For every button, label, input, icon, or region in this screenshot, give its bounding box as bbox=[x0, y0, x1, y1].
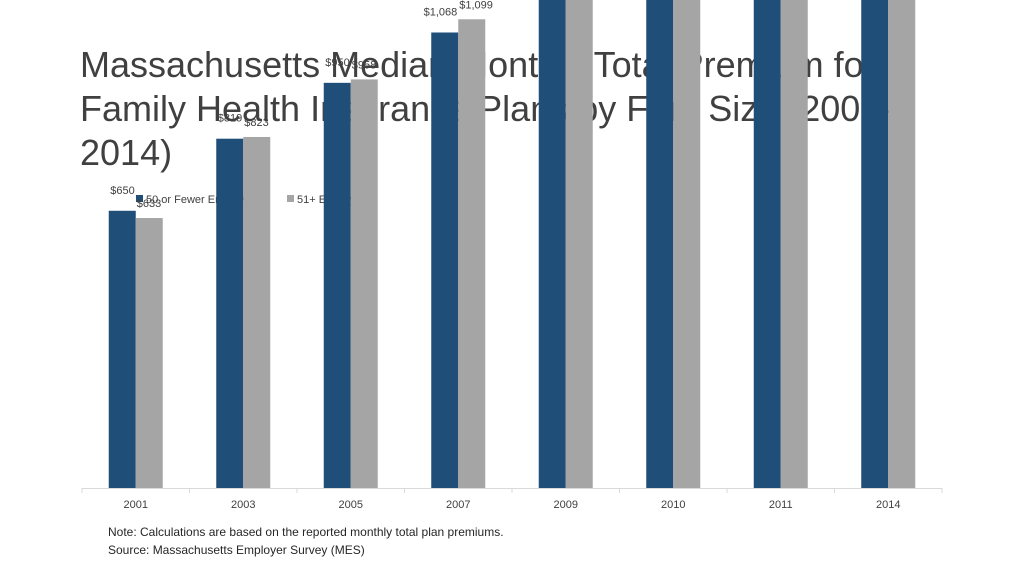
note-text: Note: Calculations are based on the repo… bbox=[108, 525, 504, 539]
x-tick-label-2009: 2009 bbox=[554, 499, 578, 511]
x-tick-label-2007: 2007 bbox=[446, 499, 470, 511]
x-tick-label-2011: 2011 bbox=[769, 499, 793, 511]
data-label-small-firms-2003: $819 bbox=[218, 113, 242, 125]
bar-large-firms-2014 bbox=[888, 0, 916, 488]
x-tick-label-2010: 2010 bbox=[661, 499, 685, 511]
bar-small-firms-2009 bbox=[538, 0, 566, 488]
bar-small-firms-2003 bbox=[216, 138, 244, 488]
data-label-large-firms-2003: $823 bbox=[244, 117, 268, 129]
source-text: Source: Massachusetts Employer Survey (M… bbox=[108, 543, 365, 557]
data-label-large-firms-2005: $958 bbox=[352, 59, 376, 71]
legend-swatch-large-firms bbox=[287, 195, 294, 202]
bar-small-firms-2001 bbox=[108, 210, 136, 488]
bar-small-firms-2007 bbox=[431, 32, 459, 489]
x-tick-label-2005: 2005 bbox=[339, 499, 363, 511]
chart-notes: Note: Calculations are based on the repo… bbox=[108, 523, 504, 559]
legend-swatch-small-firms bbox=[136, 195, 143, 202]
bar-small-firms-2014 bbox=[861, 0, 889, 489]
bar-large-firms-2010 bbox=[673, 0, 701, 488]
x-tick-label-2001: 2001 bbox=[124, 499, 148, 511]
data-label-small-firms-2007: $1,068 bbox=[424, 6, 458, 18]
data-label-small-firms-2005: $950 bbox=[325, 57, 349, 69]
bar-large-firms-2007 bbox=[458, 19, 486, 489]
chart-x-axis: 2001 2003 2005 2007 2009 2010 2011 2014 bbox=[81, 488, 943, 511]
bar-small-firms-2005 bbox=[323, 82, 351, 488]
bar-large-firms-2005 bbox=[350, 79, 378, 489]
bar-large-firms-2011 bbox=[780, 0, 808, 489]
bar-small-firms-2010 bbox=[646, 0, 674, 489]
data-label-large-firms-2007: $1,099 bbox=[459, 0, 493, 11]
bar-large-firms-2003 bbox=[243, 136, 271, 489]
bar-large-firms-2001 bbox=[135, 218, 163, 488]
x-tick-label-2014: 2014 bbox=[876, 499, 900, 511]
chart-data-labels: $650$633$819$823$950$958$1,068$1,099$1,1… bbox=[110, 0, 493, 210]
data-label-small-firms-2001: $650 bbox=[110, 185, 134, 197]
chart-bars bbox=[108, 0, 916, 489]
bar-large-firms-2009 bbox=[565, 0, 593, 489]
data-label-large-firms-2001: $633 bbox=[137, 198, 161, 210]
x-tick-label-2003: 2003 bbox=[231, 499, 255, 511]
bar-small-firms-2011 bbox=[753, 0, 781, 489]
